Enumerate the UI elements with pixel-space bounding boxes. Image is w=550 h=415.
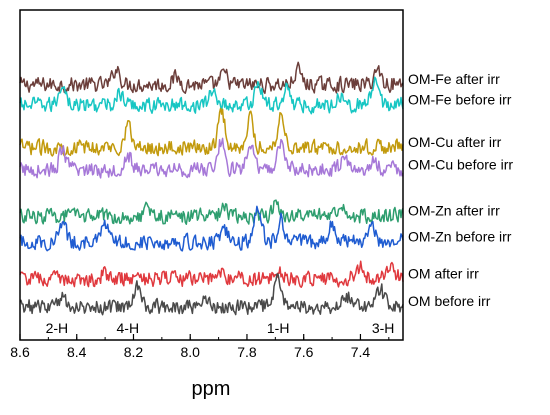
- x-axis-ticks: 8.6 8.4 8.2 8.0 7.8 7.6 7.4: [10, 334, 390, 360]
- series-label: OM-Fe before irr: [408, 92, 512, 108]
- peak-label: 3-H: [372, 320, 395, 336]
- series-label: OM-Cu before irr: [408, 156, 513, 172]
- series-label: OM-Fe after irr: [408, 71, 500, 87]
- series-label: OM-Zn after irr: [408, 203, 500, 219]
- series-line: [19, 260, 404, 288]
- x-tick-label: 8.6: [10, 344, 30, 360]
- series-line: [19, 205, 404, 252]
- x-tick-label: 7.8: [237, 344, 257, 360]
- plot-frame: [19, 9, 404, 341]
- series-label: OM-Zn before irr: [408, 228, 512, 244]
- peak-labels: 2-H 4-H 1-H 3-H: [46, 320, 395, 336]
- x-tick-label: 8.0: [180, 344, 200, 360]
- x-tick-label: 7.4: [351, 344, 371, 360]
- series-line: [19, 273, 404, 316]
- peak-label: 1-H: [267, 320, 290, 336]
- series-label: OM-Cu after irr: [408, 134, 502, 150]
- series-line: [19, 76, 404, 115]
- series-line: [19, 107, 404, 157]
- x-tick-label: 8.4: [67, 344, 87, 360]
- series-labels: OM-Fe after irr OM-Fe before irr OM-Cu aft…: [408, 71, 513, 309]
- x-tick-label: 8.2: [124, 344, 144, 360]
- series-label: OM after irr: [408, 265, 479, 281]
- peak-label: 4-H: [117, 320, 140, 336]
- series-line: [19, 199, 404, 225]
- x-tick-label: 7.6: [294, 344, 314, 360]
- series-label: OM before irr: [408, 293, 491, 309]
- series-line: [19, 137, 404, 179]
- peak-label: 2-H: [46, 320, 69, 336]
- spectra-traces: [19, 61, 404, 316]
- x-axis-label: ppm: [192, 378, 231, 400]
- series-line: [19, 61, 404, 95]
